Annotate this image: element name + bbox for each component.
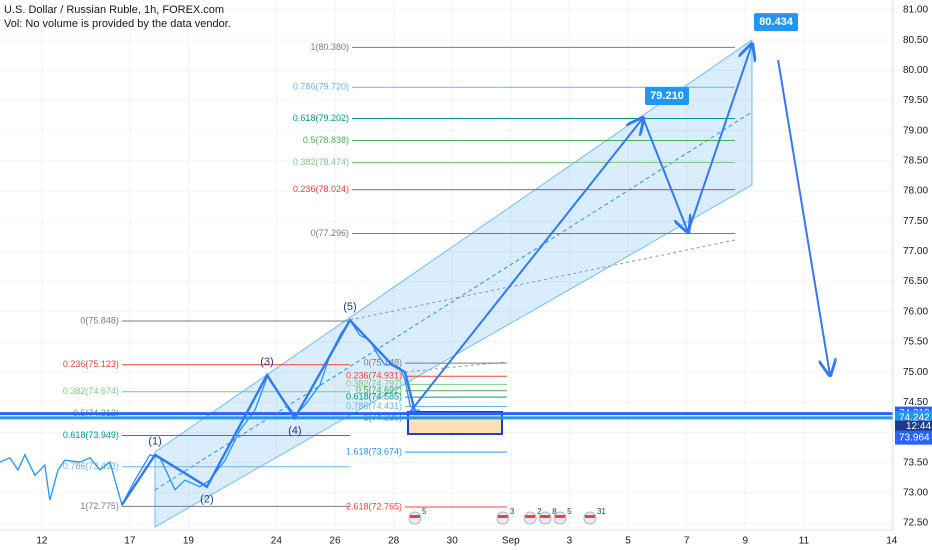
x-tick-label: Sep <box>502 536 520 547</box>
fib-label: 1.618(73.674) <box>346 447 402 457</box>
fib-label: 0.382(78.474) <box>293 157 349 167</box>
x-tick-label: 11 <box>799 536 810 547</box>
price-tag-label: 74.242 <box>899 413 930 424</box>
fib-label: 0.618(73.949) <box>63 430 119 440</box>
event-flag-stripe <box>497 515 508 518</box>
time-tag-label: 12:44 <box>906 421 931 432</box>
event-count: 3 <box>510 507 515 516</box>
y-tick-label: 76.50 <box>903 276 928 287</box>
fib-label: 0.786(79.720) <box>293 82 349 92</box>
wave-label: (2) <box>200 494 213 506</box>
wave-label: (5) <box>343 301 356 313</box>
y-tick-label: 76.00 <box>903 306 928 317</box>
price-tag-label: 73.964 <box>899 432 930 443</box>
fib-label: 0(75.848) <box>80 315 119 325</box>
target-price-label: 80.434 <box>759 16 794 28</box>
price-line <box>0 319 420 507</box>
fib-label: 0(77.296) <box>310 228 349 238</box>
projection-arrow <box>409 118 643 413</box>
fib-label: 0.618(74.585) <box>346 392 402 402</box>
y-tick-label: 74.50 <box>903 397 928 408</box>
y-tick-label: 77.00 <box>903 246 928 257</box>
x-tick-label: 14 <box>886 536 898 547</box>
projection-arrow <box>687 44 752 233</box>
y-tick-label: 73.50 <box>903 457 928 468</box>
fib-label: 0.236(74.931) <box>346 371 402 381</box>
fib-label: 0.5(74.692) <box>356 385 402 395</box>
wave-label: (1) <box>148 436 161 448</box>
y-tick-label: 79.50 <box>903 95 928 106</box>
fib-label: 0.786(73.433) <box>63 461 119 471</box>
y-tick-label: 80.00 <box>903 65 928 76</box>
event-flag-stripe <box>409 515 420 518</box>
y-tick-label: 78.00 <box>903 186 928 197</box>
chart-subtitle: Vol: No volume is provided by the data v… <box>4 18 231 30</box>
fib-label: 2.618(72.765) <box>346 501 402 511</box>
projection-arrow <box>777 59 830 375</box>
fib-label: 0.618(79.202) <box>293 113 349 123</box>
event-count: 31 <box>597 507 606 516</box>
event-flag-stripe <box>525 515 536 518</box>
event-flag-stripe <box>555 515 566 518</box>
y-tick-label: 73.00 <box>903 487 928 498</box>
fib-label: 0.5(78.838) <box>303 135 349 145</box>
y-tick-label: 77.50 <box>903 216 928 227</box>
channel-midline <box>154 111 753 491</box>
x-tick-label: 28 <box>388 536 400 547</box>
x-tick-label: 17 <box>124 536 136 547</box>
elliott-wave <box>120 318 417 506</box>
y-tick-label: 81.00 <box>903 5 928 16</box>
event-flag-stripe <box>584 515 595 518</box>
event-count: 5 <box>567 507 572 516</box>
time-tag <box>895 420 932 433</box>
x-tick-label: 24 <box>271 536 283 547</box>
event-count: 5 <box>422 507 427 516</box>
price-tag <box>895 430 932 445</box>
fib-label: 0.786(74.431) <box>346 401 402 411</box>
x-tick-label: 12 <box>36 536 48 547</box>
projection-arrow <box>642 117 688 232</box>
event-count: 2 <box>537 507 542 516</box>
event-count: 8 <box>552 507 557 516</box>
dashed-trendline <box>404 361 506 373</box>
fib-label: 0.382(74.797) <box>346 379 402 389</box>
target-price-box <box>754 13 799 32</box>
target-price-label: 79.210 <box>650 90 684 102</box>
y-tick-label: 72.50 <box>903 518 928 529</box>
y-tick-label: 75.50 <box>903 337 928 348</box>
event-flag-stripe <box>540 515 551 518</box>
x-tick-label: 26 <box>329 536 341 547</box>
y-tick-label: 79.00 <box>903 125 928 136</box>
target-price-box <box>645 87 690 106</box>
fib-label: 1(80.380) <box>310 42 349 52</box>
wave-label: (4) <box>288 425 301 437</box>
x-tick-label: 5 <box>625 536 631 547</box>
plot: 0(75.848) 0.236(75.123) 0.382(74.674) 0.5(7… <box>0 13 893 525</box>
x-tick-label: 9 <box>743 536 749 547</box>
axes: 72.5073.0073.5074.0074.5075.0075.5076.00… <box>36 5 932 547</box>
x-tick-label: 19 <box>183 536 195 547</box>
target-zone <box>407 411 503 435</box>
fib-label: 1(72.775) <box>80 501 119 511</box>
y-tick-label: 75.00 <box>903 367 928 378</box>
fib-label: 0.382(74.674) <box>63 386 119 396</box>
x-tick-label: 30 <box>447 536 459 547</box>
y-tick-label: 80.50 <box>903 35 928 46</box>
y-tick-label: 78.50 <box>903 156 928 167</box>
fib-label: 0.236(78.024) <box>293 184 349 194</box>
chart-title: U.S. Dollar / Russian Ruble, 1h, FOREX.c… <box>4 4 224 16</box>
x-tick-label: 3 <box>567 536 573 547</box>
x-tick-label: 7 <box>684 536 690 547</box>
fib-label: 0.236(75.123) <box>63 359 119 369</box>
wave-label: (3) <box>260 356 273 368</box>
